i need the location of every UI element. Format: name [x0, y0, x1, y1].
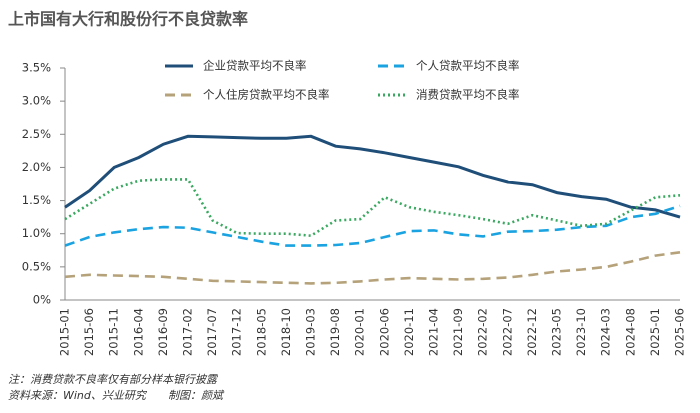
series-line — [64, 251, 681, 285]
x-tick-label: 2025-01 — [648, 308, 662, 356]
x-tick-label: 2018-10 — [279, 308, 293, 356]
x-tick-label: 2021-09 — [451, 308, 465, 356]
x-tick-label: 2023-10 — [574, 308, 588, 356]
x-tick-label: 2022-12 — [525, 308, 539, 356]
y-tick-label: 0.5% — [22, 259, 51, 273]
x-tick-label: 2025-06 — [673, 308, 687, 356]
legend-label: 消费贷款平均不良率 — [416, 88, 520, 102]
y-tick-label: 3.0% — [22, 94, 51, 108]
x-tick-label: 2020-01 — [353, 308, 367, 356]
y-tick-label: 2.0% — [22, 160, 51, 174]
x-tick-label: 2022-07 — [500, 308, 514, 356]
x-tick-label: 2021-04 — [427, 308, 441, 356]
chart-title: 上市国有大行和股份行不良贷款率 — [8, 10, 248, 29]
series-line — [64, 204, 681, 247]
x-tick-label: 2015-06 — [82, 308, 96, 356]
x-tick-label: 2022-02 — [476, 308, 490, 356]
y-tick-label: 1.5% — [22, 193, 51, 207]
x-tick-label: 2019-03 — [304, 308, 318, 356]
x-tick-label: 2024-03 — [599, 308, 613, 356]
y-tick-label: 1.0% — [22, 226, 51, 240]
x-tick-label: 2019-08 — [328, 308, 342, 356]
x-tick-label: 2018-05 — [254, 308, 268, 356]
x-tick-label: 2016-04 — [131, 308, 145, 356]
legend-label: 个人住房贷款平均不良率 — [203, 88, 330, 102]
series-line — [64, 134, 681, 219]
x-tick-label: 2017-12 — [230, 308, 244, 356]
legend-label: 个人贷款平均不良率 — [416, 59, 520, 73]
x-tick-label: 2017-07 — [205, 308, 219, 356]
x-tick-label: 2015-01 — [58, 308, 72, 356]
x-tick-label: 2015-11 — [107, 308, 121, 356]
x-tick-label: 2020-11 — [402, 308, 416, 356]
y-tick-label: 2.5% — [22, 127, 51, 141]
note: 注：消费贷款不良率仅有部分样本银行披露 — [8, 373, 219, 386]
y-tick-label: 3.5% — [22, 61, 51, 75]
credit: 制图：颜斌 — [168, 389, 225, 402]
legend-label: 企业贷款平均不良率 — [203, 59, 307, 73]
source: 资料来源：Wind、兴业研究 — [8, 389, 148, 402]
y-tick-label: 0% — [33, 293, 51, 307]
x-tick-label: 2020-06 — [377, 308, 391, 356]
x-tick-label: 2017-02 — [181, 308, 195, 356]
x-tick-label: 2024-08 — [623, 308, 637, 356]
x-tick-label: 2023-05 — [550, 308, 564, 356]
x-tick-label: 2016-09 — [156, 308, 170, 356]
